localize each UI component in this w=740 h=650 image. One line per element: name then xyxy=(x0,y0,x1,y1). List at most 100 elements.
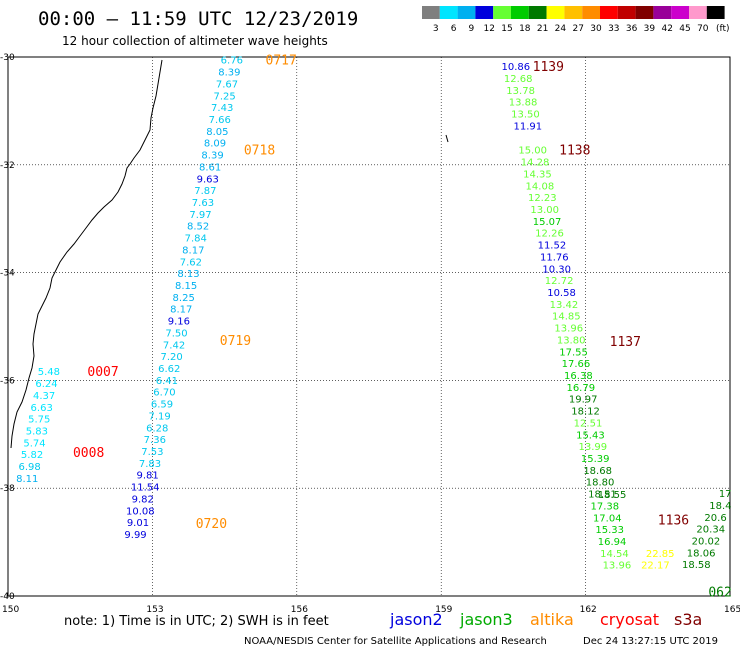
wave-height-value: 15.00 xyxy=(518,146,547,157)
wave-height-value: 15.07 xyxy=(533,217,562,228)
wave-height-value: 20.02 xyxy=(692,536,721,547)
wave-height-value: 8.39 xyxy=(201,151,223,162)
wave-height-value: 7.19 xyxy=(148,411,170,422)
wave-height-value: 6.59 xyxy=(151,400,173,411)
scale-label: 36 xyxy=(626,24,638,34)
satellite-legend-altika: altika xyxy=(530,610,574,629)
wave-height-value: 15.43 xyxy=(576,430,605,441)
scale-swatch xyxy=(528,6,547,19)
wave-height-value: 9.63 xyxy=(197,174,219,185)
wave-height-value: 13.88 xyxy=(509,98,538,109)
wave-height-value: 8.52 xyxy=(187,222,209,233)
scale-swatch xyxy=(635,6,654,19)
wave-height-value: 8.11 xyxy=(16,474,38,485)
lat-tick-label: -38 xyxy=(0,484,15,494)
wave-height-value: 7.50 xyxy=(165,328,187,339)
scale-label: 18 xyxy=(519,24,531,34)
wave-height-value: 18.68 xyxy=(583,466,612,477)
time-label: 1139 xyxy=(533,60,564,75)
map-frame xyxy=(7,56,731,597)
wave-height-value: 20.34 xyxy=(696,525,725,536)
scale-label: 15 xyxy=(501,24,512,34)
wave-height-value: 18.4 xyxy=(709,501,731,512)
wave-height-value: 12.72 xyxy=(545,276,574,287)
wave-height-value: 9.81 xyxy=(136,471,158,482)
map-axes: 150 153 156 159 162 165 -30 -32 -34 -36 -38 -40 xyxy=(0,53,740,615)
wave-height-value: 5.75 xyxy=(28,415,50,426)
wave-height-value: 7.83 xyxy=(139,459,161,470)
time-label: 1137 xyxy=(610,335,641,350)
wave-height-value: 8.17 xyxy=(182,245,204,256)
lat-tick-label: -30 xyxy=(0,53,15,63)
time-label: 1136 xyxy=(658,513,689,528)
time-label: 1138 xyxy=(559,144,590,159)
wave-height-value: 6.62 xyxy=(158,364,180,375)
satellite-legend: jason2 jason3 altika cryosat s3a xyxy=(389,610,702,629)
scale-swatch xyxy=(689,6,707,19)
australia-coastline xyxy=(10,59,163,449)
wave-height-value: 13.96 xyxy=(603,561,632,572)
scale-swatch xyxy=(653,6,672,19)
scale-swatch xyxy=(422,6,440,19)
wave-height-value: 15.33 xyxy=(595,525,624,536)
wave-height-value: 6.98 xyxy=(19,462,41,473)
note-text: note: 1) Time is in UTC; 2) SWH is in fe… xyxy=(64,614,329,629)
wave-height-value: 7.87 xyxy=(194,186,216,197)
scale-label: 30 xyxy=(590,24,602,34)
wave-height-value: 9.82 xyxy=(132,494,154,505)
scale-swatch xyxy=(493,6,511,19)
wave-height-value: 9.01 xyxy=(127,518,149,529)
wave-height-value: 14.28 xyxy=(521,158,550,169)
lon-tick-label: 156 xyxy=(291,605,308,615)
lat-tick-label: -36 xyxy=(0,376,15,386)
satellite-legend-cryosat: cryosat xyxy=(600,610,659,629)
wave-height-value: 7.43 xyxy=(211,103,233,114)
time-label: 062 xyxy=(708,586,731,601)
time-label: 0717 xyxy=(266,54,297,69)
lon-tick-label: 150 xyxy=(2,605,19,615)
page-subtitle: 12 hour collection of altimeter wave hei… xyxy=(62,34,328,48)
scale-swatch xyxy=(546,6,565,19)
wave-height-value: 17 xyxy=(719,489,732,500)
color-scale: 3 6 9 12 15 18 21 24 27 30 33 36 39 42 45 70 (ft) xyxy=(422,6,730,34)
scale-label: 9 xyxy=(469,24,475,34)
scale-swatch xyxy=(457,6,476,19)
wave-height-value: 16.38 xyxy=(564,371,593,382)
wave-height-value: 12.68 xyxy=(504,74,533,85)
time-label: 0719 xyxy=(220,334,251,349)
scale-label: 12 xyxy=(483,24,494,34)
wave-height-value: 10.30 xyxy=(542,264,571,275)
scale-label: 33 xyxy=(608,24,619,34)
wave-height-value: 10.58 xyxy=(547,288,576,299)
wave-height-value: 7.25 xyxy=(213,91,235,102)
wave-height-value: 13.80 xyxy=(557,335,586,346)
wave-height-value: 8.05 xyxy=(206,127,228,138)
lon-tick-label: 162 xyxy=(580,605,597,615)
wave-height-value: 8.15 xyxy=(175,281,197,292)
wave-height-value: 13.50 xyxy=(511,110,540,121)
scale-label: 42 xyxy=(661,24,672,34)
lat-tick-label: -34 xyxy=(0,269,15,279)
scale-label: 3 xyxy=(433,24,439,34)
map-grid xyxy=(8,57,730,596)
wave-height-value: 12.26 xyxy=(535,229,564,240)
wave-height-value: 16.79 xyxy=(566,383,595,394)
wave-height-value: 10.86 xyxy=(501,62,530,73)
wave-height-value: 14.08 xyxy=(526,181,555,192)
scale-swatch xyxy=(617,6,636,19)
wave-height-value: 16.94 xyxy=(598,537,627,548)
wave-height-value: 5.83 xyxy=(26,427,48,438)
wave-height-value: 6.28 xyxy=(146,423,168,434)
wave-height-value: 14.85 xyxy=(552,312,581,323)
wave-height-value: 13.99 xyxy=(578,442,607,453)
scale-label: 27 xyxy=(572,24,583,34)
wave-height-value: 7.97 xyxy=(189,210,211,221)
wave-height-value: 6.41 xyxy=(156,376,178,387)
scale-swatch xyxy=(564,6,583,19)
wave-height-value: 11.91 xyxy=(514,121,543,132)
time-label: 0720 xyxy=(196,517,227,532)
scale-label: 6 xyxy=(451,24,457,34)
lon-tick-label: 159 xyxy=(435,605,452,615)
lat-tick-label: -40 xyxy=(0,592,15,602)
wave-height-value: 5.74 xyxy=(23,438,45,449)
